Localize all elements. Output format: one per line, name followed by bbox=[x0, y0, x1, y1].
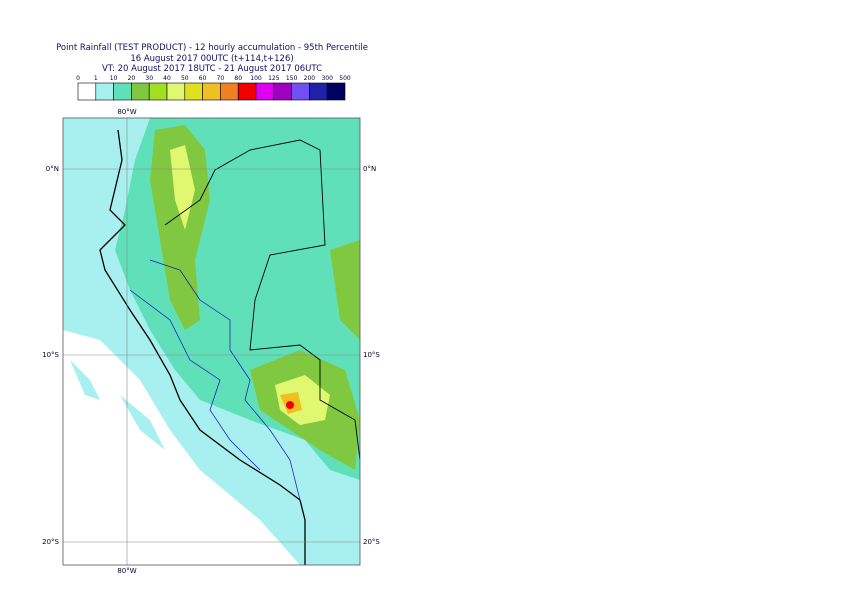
legend-label: 300 bbox=[321, 75, 333, 82]
coastline bbox=[99, 129, 306, 565]
region-border bbox=[129, 289, 261, 471]
lon-label: 80°W bbox=[117, 567, 136, 575]
valid-time: VT: 20 August 2017 18UTC - 21 August 201… bbox=[102, 64, 322, 74]
rain-area bbox=[330, 240, 360, 340]
rain-band bbox=[170, 145, 195, 230]
rain-max bbox=[286, 401, 294, 409]
legend-swatch bbox=[113, 82, 132, 101]
base-time: 16 August 2017 00UTC (t+114,t+126) bbox=[130, 54, 293, 64]
legend-label: 125 bbox=[268, 75, 280, 82]
legend-swatch bbox=[202, 82, 221, 101]
legend: 0 1 10 20 30 40 50 60 70 80 100 125 150 200 300 500 bbox=[76, 75, 351, 101]
legend-label: 80 bbox=[234, 75, 242, 82]
legend-label: 60 bbox=[199, 75, 207, 82]
rain-band bbox=[150, 125, 210, 330]
map-frame bbox=[62, 117, 361, 566]
lat-label: 10°S bbox=[363, 351, 380, 359]
legend-label: 70 bbox=[217, 75, 225, 82]
legend-swatch bbox=[237, 82, 257, 101]
legend-swatch bbox=[309, 82, 328, 101]
streak bbox=[120, 395, 165, 450]
legend-swatch bbox=[184, 82, 203, 101]
legend-label: 100 bbox=[250, 75, 262, 82]
lat-label: 10°S bbox=[42, 351, 59, 359]
legend-swatch bbox=[273, 82, 292, 101]
legend-label: 500 bbox=[339, 75, 351, 82]
legend-label: 50 bbox=[181, 75, 189, 82]
legend-swatch bbox=[95, 82, 114, 101]
legend-swatch bbox=[166, 82, 186, 101]
legend-swatch bbox=[148, 82, 168, 101]
legend-swatch bbox=[326, 82, 346, 101]
legend-swatch bbox=[220, 82, 239, 101]
legend-label: 30 bbox=[145, 75, 153, 82]
legend-swatch bbox=[131, 82, 150, 101]
lon-label: 80°W bbox=[117, 108, 136, 116]
legend-swatch bbox=[291, 82, 310, 101]
lat-label: 20°S bbox=[363, 538, 380, 546]
title: Point Rainfall (TEST PRODUCT) - 12 hourl… bbox=[56, 43, 368, 53]
lat-label: 20°S bbox=[42, 538, 59, 546]
legend-swatch bbox=[77, 82, 97, 101]
legend-label: 150 bbox=[286, 75, 298, 82]
border bbox=[164, 139, 360, 461]
map bbox=[63, 118, 360, 565]
dry-area bbox=[63, 330, 300, 565]
lat-label: 0°N bbox=[363, 165, 376, 173]
legend-label: 0 bbox=[76, 75, 80, 82]
legend-label: 1 bbox=[94, 75, 98, 82]
legend-label: 10 bbox=[110, 75, 118, 82]
streak bbox=[70, 360, 100, 400]
legend-label: 200 bbox=[304, 75, 316, 82]
lat-labels: 0°N 10°S 20°S 0°N 10°S 20°S bbox=[42, 165, 380, 546]
legend-label: 40 bbox=[163, 75, 171, 82]
lat-label: 0°N bbox=[46, 165, 59, 173]
region-border bbox=[149, 259, 301, 501]
legend-label: 20 bbox=[128, 75, 136, 82]
legend-swatch bbox=[255, 82, 275, 101]
